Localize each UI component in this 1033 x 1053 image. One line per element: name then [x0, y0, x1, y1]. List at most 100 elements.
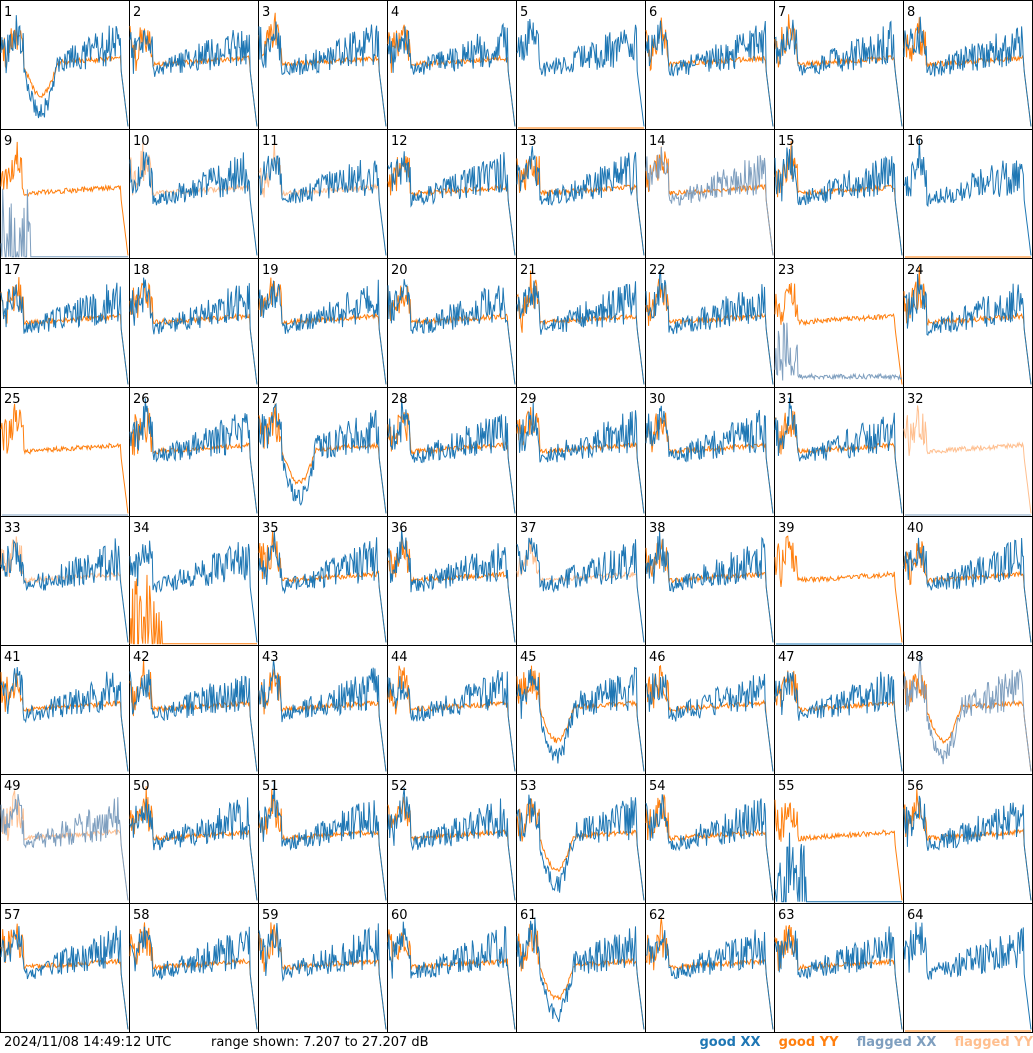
- panel-label: 21: [520, 263, 537, 278]
- panel-label: 41: [4, 650, 21, 665]
- panel-label: 57: [4, 908, 21, 923]
- panel-27: 27: [259, 388, 388, 517]
- panel-label: 27: [262, 392, 279, 407]
- panel-frame: [775, 1, 904, 130]
- panel-22: 22: [646, 259, 775, 388]
- panel-label: 3: [262, 5, 270, 20]
- panel-39: 39: [775, 517, 904, 646]
- panel-label: 2: [133, 5, 141, 20]
- panel-56: 56: [904, 775, 1033, 904]
- panel-label: 14: [649, 134, 666, 149]
- panel-label: 9: [4, 134, 12, 149]
- panel-31: 31: [775, 388, 904, 517]
- panel-label: 12: [391, 134, 408, 149]
- panel-8: 8: [904, 1, 1033, 130]
- panel-label: 59: [262, 908, 279, 923]
- panel-33: 33: [1, 517, 130, 646]
- panel-label: 34: [133, 521, 150, 536]
- panel-1: 1: [1, 1, 130, 130]
- panel-24: 24: [904, 259, 1033, 388]
- panel-label: 20: [391, 263, 408, 278]
- panel-34: 34: [130, 517, 259, 646]
- panel-label: 47: [778, 650, 795, 665]
- panel-63: 63: [775, 904, 904, 1033]
- panel-label: 48: [907, 650, 924, 665]
- panel-label: 38: [649, 521, 666, 536]
- panel-label: 17: [4, 263, 21, 278]
- panel-label: 26: [133, 392, 150, 407]
- panel-label: 60: [391, 908, 408, 923]
- panel-4: 4: [388, 1, 517, 130]
- panel-label: 33: [4, 521, 21, 536]
- panel-40: 40: [904, 517, 1033, 646]
- panel-20: 20: [388, 259, 517, 388]
- panel-10: 10: [130, 130, 259, 259]
- legend-flagged-yy: flagged YY: [955, 1035, 1033, 1050]
- panel-frame: [130, 1, 259, 130]
- panel-9: 9: [1, 130, 130, 259]
- panel-2: 2: [130, 1, 259, 130]
- panel-label: 19: [262, 263, 279, 278]
- panel-label: 46: [649, 650, 666, 665]
- panel-label: 64: [907, 908, 924, 923]
- panel-frame: [904, 1, 1033, 130]
- panel-18: 18: [130, 259, 259, 388]
- panel-label: 42: [133, 650, 150, 665]
- panel-23: 23: [775, 259, 904, 388]
- panel-label: 32: [907, 392, 924, 407]
- panel-54: 54: [646, 775, 775, 904]
- panel-frame: [646, 1, 775, 130]
- panel-label: 24: [907, 263, 924, 278]
- panel-16: 16: [904, 130, 1033, 259]
- panel-frame: [1, 1, 130, 130]
- panel-59: 59: [259, 904, 388, 1033]
- panel-32: 32: [904, 388, 1033, 517]
- panel-55: 55: [775, 775, 904, 904]
- legend-flagged-xx: flagged XX: [857, 1035, 937, 1050]
- panel-label: 63: [778, 908, 795, 923]
- panel-label: 49: [4, 779, 21, 794]
- panel-label: 43: [262, 650, 279, 665]
- panel-42: 42: [130, 646, 259, 775]
- panel-label: 36: [391, 521, 408, 536]
- panel-52: 52: [388, 775, 517, 904]
- panel-62: 62: [646, 904, 775, 1033]
- panel-frame: [259, 1, 388, 130]
- panel-14: 14: [646, 130, 775, 259]
- panel-25: 25: [1, 388, 130, 517]
- panel-30: 30: [646, 388, 775, 517]
- panel-label: 39: [778, 521, 795, 536]
- panel-11: 11: [259, 130, 388, 259]
- panel-21: 21: [517, 259, 646, 388]
- panel-label: 16: [907, 134, 924, 149]
- panel-label: 13: [520, 134, 537, 149]
- panel-label: 52: [391, 779, 408, 794]
- legend: good XX good YY flagged XX flagged YY: [685, 1033, 1033, 1053]
- panel-label: 30: [649, 392, 666, 407]
- panel-13: 13: [517, 130, 646, 259]
- legend-good-yy: good YY: [779, 1035, 839, 1050]
- panel-label: 5: [520, 5, 528, 20]
- panel-7: 7: [775, 1, 904, 130]
- panel-64: 64: [904, 904, 1033, 1033]
- panel-46: 46: [646, 646, 775, 775]
- panel-50: 50: [130, 775, 259, 904]
- legend-good-xx: good XX: [699, 1035, 760, 1050]
- panel-label: 1: [4, 5, 12, 20]
- panel-label: 25: [4, 392, 21, 407]
- panel-label: 22: [649, 263, 666, 278]
- panel-45: 45: [517, 646, 646, 775]
- panel-label: 56: [907, 779, 924, 794]
- panel-label: 8: [907, 5, 915, 20]
- panel-label: 7: [778, 5, 786, 20]
- panel-label: 54: [649, 779, 666, 794]
- panel-12: 12: [388, 130, 517, 259]
- panel-label: 11: [262, 134, 279, 149]
- panel-3: 3: [259, 1, 388, 130]
- panel-36: 36: [388, 517, 517, 646]
- panel-label: 29: [520, 392, 537, 407]
- panel-48: 48: [904, 646, 1033, 775]
- panel-15: 15: [775, 130, 904, 259]
- panel-label: 58: [133, 908, 150, 923]
